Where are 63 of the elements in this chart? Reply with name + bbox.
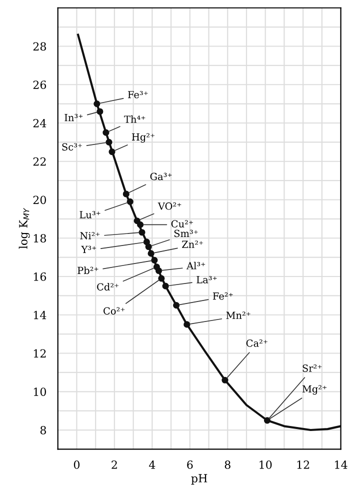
y-tick-label: 26 (33, 80, 46, 90)
x-tick-label: 10 (260, 460, 272, 469)
x-tick-label: 0 (74, 460, 80, 469)
x-tick-label: 14 (335, 460, 348, 469)
point (162, 282, 169, 290)
annotation: Ni²⁺ (80, 232, 100, 240)
y-tick-label: 16 (34, 272, 46, 281)
y-tick-label: 22 (33, 157, 46, 166)
point (151, 256, 158, 264)
x-tick-label: 12 (297, 460, 310, 469)
annotation: Th⁴⁺ (124, 115, 146, 123)
point (106, 138, 112, 146)
annotation: Pb²⁺ (78, 266, 98, 274)
point (138, 229, 146, 236)
point (137, 221, 144, 228)
x-tick-label: 2 (112, 460, 117, 469)
point (108, 148, 116, 156)
point (96, 108, 104, 115)
annotation: Y³⁺ (81, 246, 96, 253)
y-tick-label: 14 (34, 310, 46, 320)
point (94, 100, 100, 108)
annotation: Fe³⁺ (128, 90, 148, 98)
annotation: Sc³⁺ (62, 143, 82, 151)
annotation: Co²⁺ (104, 307, 125, 315)
point (264, 417, 271, 424)
point (155, 267, 162, 274)
annotation: Lu³⁺ (80, 211, 100, 218)
point (148, 250, 154, 257)
y-tick-label: 8 (40, 426, 46, 434)
y-tick-label: 18 (34, 234, 46, 243)
point (158, 275, 165, 282)
point (222, 376, 228, 384)
annotation: Cu²⁺ (171, 220, 193, 228)
annotation: Ca²⁺ (246, 339, 268, 347)
y-tick-label: 20 (33, 196, 46, 204)
point (126, 198, 134, 205)
y-tick-label: 28 (33, 42, 46, 51)
x-tick-label: 4 (148, 460, 156, 469)
annotation: Hg²⁺ (132, 133, 155, 143)
y-tick-label: 10 (34, 388, 46, 396)
annotation: La³⁺ (196, 276, 217, 284)
y-tick-label: 24 (33, 118, 46, 128)
annotation: Sm³⁺ (174, 230, 198, 238)
point (173, 302, 180, 309)
point (122, 190, 130, 198)
y-tick-label: 12 (34, 349, 46, 358)
point (145, 243, 152, 250)
annotation: Ga³⁺ (150, 172, 172, 180)
annotation: Cd²⁺ (97, 283, 119, 291)
annotation: Fe²⁺ (212, 292, 233, 300)
point (102, 129, 110, 136)
annotation: Mn²⁺ (226, 312, 250, 319)
y-axis-title: log K$_{MY}$ (18, 208, 30, 249)
point (184, 321, 190, 328)
x-tick-label: 8 (224, 460, 230, 469)
annotation: Zn²⁺ (182, 240, 203, 248)
x-axis-title: pH (191, 474, 208, 485)
x-tick-label: 6 (187, 460, 193, 469)
annotation: VO²⁺ (158, 202, 182, 210)
annotation: Al³⁺ (186, 262, 206, 270)
annotation: In³⁺ (64, 114, 83, 122)
annotation: Sr²⁺ (302, 364, 322, 372)
annotation: Mg²⁺ (302, 385, 327, 395)
